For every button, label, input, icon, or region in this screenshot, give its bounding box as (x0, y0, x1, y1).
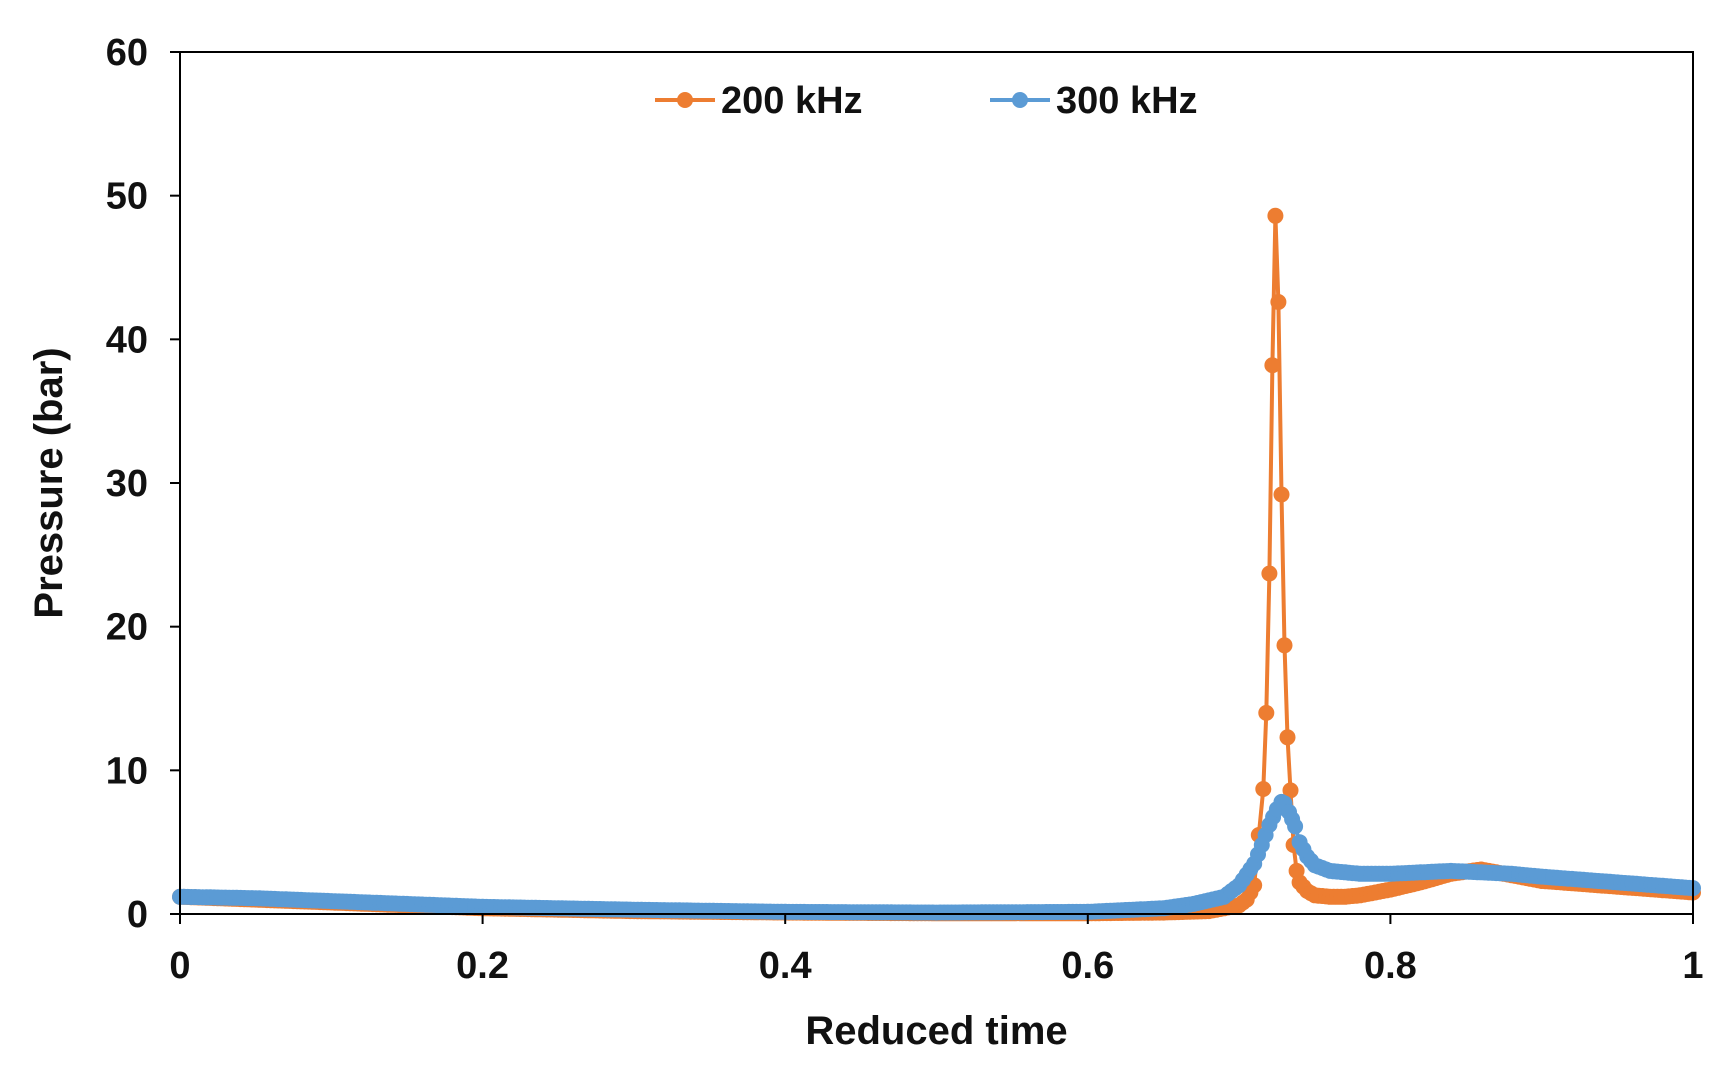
series-300-khz (172, 793, 1701, 921)
data-point (1273, 486, 1290, 503)
data-point (1276, 637, 1293, 654)
data-point (1287, 818, 1304, 835)
legend: 200 kHz 300 kHz (655, 80, 1198, 122)
y-tick-label: 20 (106, 607, 148, 649)
legend-marker-swatch (677, 92, 693, 108)
data-point (1255, 781, 1272, 797)
x-tick-label: 0.6 (1061, 945, 1114, 987)
data-point (1267, 207, 1284, 224)
series-layer (172, 207, 1701, 922)
y-tick-label: 60 (106, 32, 148, 74)
y-tick-label: 30 (106, 463, 148, 505)
x-tick-label: 1 (1682, 945, 1703, 987)
y-tick-label: 50 (106, 176, 148, 218)
data-point (1261, 565, 1278, 582)
x-tick-label: 0.4 (759, 945, 812, 987)
x-tick-label: 0.8 (1364, 945, 1417, 987)
y-tick-label: 10 (106, 750, 148, 792)
data-point (1282, 782, 1299, 799)
legend-marker-swatch (1012, 92, 1028, 108)
data-point (1279, 729, 1296, 746)
data-point (1264, 357, 1281, 374)
x-tick-label: 0 (169, 945, 190, 987)
y-axis-title: Pressure (bar) (27, 347, 71, 618)
x-tick-label: 0.2 (456, 945, 509, 987)
legend-label: 300 kHz (1056, 80, 1198, 122)
legend-label: 200 kHz (721, 80, 863, 122)
legend-item: 300 kHz (990, 80, 1198, 122)
legend-item: 200 kHz (655, 80, 863, 122)
y-tick-label: 0 (127, 894, 148, 936)
y-tick-label: 40 (106, 319, 148, 361)
x-axis-title: Reduced time (805, 1009, 1067, 1053)
data-point (1270, 294, 1287, 310)
data-point (1258, 704, 1275, 721)
